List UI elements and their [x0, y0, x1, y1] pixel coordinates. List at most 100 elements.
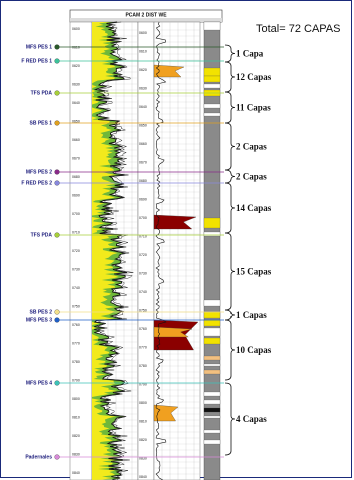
- marker-label: TFS PDA: [31, 233, 53, 239]
- depth-label: 0710: [72, 231, 80, 235]
- lithology-block: [203, 407, 221, 413]
- capa-label: 2 Capas: [236, 172, 267, 182]
- lithology-block: [203, 429, 221, 434]
- depth-label: 0760: [139, 327, 147, 331]
- depth-label: 0600: [139, 31, 147, 35]
- depth-label: 0690: [139, 198, 147, 202]
- depth-label: 0780: [139, 364, 147, 368]
- depth-label: 0620: [72, 64, 80, 68]
- depth-label: 0750: [72, 305, 80, 309]
- resistivity-spike: [153, 326, 193, 338]
- depth-label: 0620: [139, 68, 147, 72]
- capa-brace: [224, 61, 236, 93]
- depth-label: 0820: [72, 434, 80, 438]
- header-scale-strip: [70, 18, 222, 22]
- resistivity-track: [153, 21, 201, 480]
- depth-label: 0660: [139, 142, 147, 146]
- depth-label: 0800: [139, 401, 147, 405]
- depth-label: 0730: [139, 272, 147, 276]
- depth-label: 0670: [139, 161, 147, 165]
- depth-label: 0840: [139, 475, 147, 479]
- lithology-block: [203, 363, 221, 367]
- depth-label: 0700: [72, 212, 80, 216]
- capa-label: 1 Capas: [236, 310, 267, 320]
- depth-label: 0770: [139, 346, 147, 350]
- marker-label: MFS PES 1: [26, 45, 52, 51]
- marker-dot: [54, 317, 60, 323]
- marker-label: F RED PES 2: [21, 181, 52, 187]
- capa-label: 2 Capas: [236, 142, 267, 152]
- marker-dot: [54, 232, 60, 238]
- depth-label: 0610: [72, 46, 80, 50]
- depth-label: 0790: [72, 379, 80, 383]
- lithology-block: [203, 21, 221, 31]
- lithology-block: [203, 67, 221, 77]
- depth-label: 0780: [72, 360, 80, 364]
- marker-dot: [54, 169, 60, 175]
- depth-label: 0690: [72, 194, 80, 198]
- gr-green-fill: [92, 22, 127, 480]
- depth-label: 0770: [72, 342, 80, 346]
- capa-label: 15 Capas: [236, 267, 272, 277]
- marker-dot: [54, 309, 60, 315]
- lithology-block: [203, 112, 221, 117]
- resistivity-spike: [153, 64, 185, 78]
- capa-brace: [224, 232, 236, 311]
- marker-label: F RED PES 1: [21, 59, 52, 65]
- lithology-block: [203, 327, 221, 337]
- capa-brace: [224, 309, 236, 321]
- lithology-block: [203, 299, 221, 307]
- marker-dot: [54, 180, 60, 186]
- lithology-block: [203, 337, 221, 345]
- resistivity-spike: [153, 404, 179, 422]
- lithology-block: [203, 103, 221, 109]
- gr-curve: [93, 21, 128, 480]
- depth-label: 0710: [139, 235, 147, 239]
- depth-track-2: [137, 21, 155, 480]
- depth-label: 0680: [72, 175, 80, 179]
- capa-label: 12 Capas: [236, 72, 272, 82]
- depth-label: 0740: [139, 290, 147, 294]
- depth-label: 0630: [139, 87, 147, 91]
- marker-dot: [54, 120, 60, 126]
- marker-dot: [54, 380, 60, 386]
- lithology-block: [203, 311, 221, 319]
- well-name: PCAM 2 DIST WE: [125, 13, 167, 19]
- marker-dot: [54, 454, 60, 460]
- marker-dot: [54, 44, 60, 50]
- depth-label: 0700: [139, 216, 147, 220]
- marker-label: MFS PES 4: [26, 381, 52, 387]
- lithology-block: [203, 399, 221, 405]
- depth-label: 0810: [72, 416, 80, 420]
- depth-label: 0830: [72, 453, 80, 457]
- lithology-block: [203, 369, 221, 375]
- lithology-block: [203, 217, 221, 229]
- depth-label: 0810: [139, 420, 147, 424]
- lithology-block: [203, 415, 221, 419]
- capa-brace: [224, 122, 236, 171]
- lithology-block: [203, 391, 221, 397]
- capa-label: 14 Capas: [236, 203, 272, 213]
- depth-label: 0650: [139, 124, 147, 128]
- capa-label: 1 Capa: [236, 49, 264, 59]
- total-capas-label: Total= 72 CAPAS: [256, 23, 340, 35]
- depth-label: 0660: [72, 138, 80, 142]
- lithology-block: [203, 75, 221, 83]
- capa-brace: [224, 382, 236, 456]
- depth-label: 0730: [72, 268, 80, 272]
- depth-label: 0600: [72, 27, 80, 31]
- log-tracks: PCAM 2 DIST WE 0600060006100610062006200…: [69, 9, 223, 480]
- depth-label: 0820: [139, 438, 147, 442]
- capa-label: 10 Capas: [236, 345, 272, 355]
- capa-braces: 1 Capa 12 Capas 11 Capas 2 Capas 2 Capas 14 C…: [224, 44, 272, 456]
- marker-label: MFS PES 3: [26, 318, 52, 324]
- resistivity-curves: [153, 21, 199, 480]
- depth-label: 0720: [72, 249, 80, 253]
- lithology-block: [203, 83, 221, 89]
- depth-label: 0720: [139, 253, 147, 257]
- capa-brace: [224, 44, 236, 63]
- capa-label: 4 Capas: [236, 414, 267, 424]
- depth-label: 0680: [139, 179, 147, 183]
- depth-label: 0740: [72, 286, 80, 290]
